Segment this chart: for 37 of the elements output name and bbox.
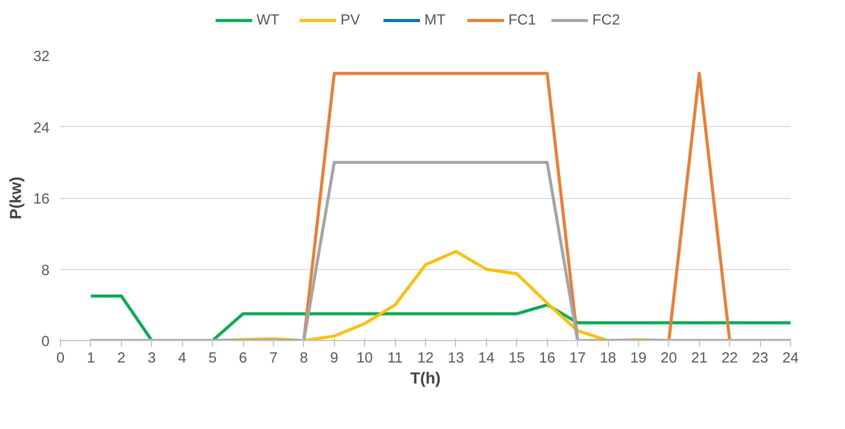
- x-tick-label: 18: [600, 350, 616, 366]
- x-tick-label: 17: [569, 350, 586, 366]
- x-tick-label: 9: [330, 350, 338, 366]
- x-tick-label: 23: [752, 350, 768, 366]
- x-tick-label: 2: [117, 350, 126, 366]
- legend-label: PV: [340, 12, 360, 28]
- x-tick-label: 16: [539, 350, 556, 366]
- x-tick-label: 4: [178, 350, 186, 366]
- x-tick-label: 15: [508, 350, 525, 366]
- x-tick-label: 11: [387, 350, 403, 366]
- x-tick-label: 22: [722, 350, 738, 366]
- x-tick-label: 3: [148, 350, 156, 366]
- x-tick-label: 7: [269, 350, 278, 366]
- legend-label: FC2: [592, 12, 620, 28]
- x-tick-label: 10: [356, 350, 373, 366]
- x-tick-label: 13: [448, 350, 464, 366]
- x-tick-label: 0: [56, 350, 65, 366]
- x-tick-label: 14: [478, 350, 494, 366]
- x-tick-label: 1: [86, 350, 95, 366]
- legend-label: MT: [424, 12, 446, 28]
- y-axis-title: P(kw): [8, 176, 26, 220]
- y-tick-label: 0: [41, 334, 50, 350]
- legend-label: WT: [256, 12, 280, 28]
- legend-label: FC1: [508, 12, 536, 28]
- x-tick-label: 19: [630, 350, 647, 366]
- x-tick-label: 8: [300, 350, 308, 366]
- y-tick-label: 8: [41, 262, 50, 279]
- x-tick-label: 12: [417, 350, 434, 366]
- x-tick-label: 20: [660, 350, 677, 366]
- y-tick-label: 32: [33, 49, 50, 65]
- x-tick-label: 5: [208, 350, 217, 366]
- x-tick-label: 21: [691, 350, 708, 366]
- x-tick-label: 24: [782, 350, 799, 366]
- x-axis-title: T(h): [410, 370, 441, 388]
- y-tick-label: 16: [33, 192, 50, 208]
- x-tick-label: 6: [238, 350, 248, 366]
- y-tick-label: 24: [33, 120, 50, 136]
